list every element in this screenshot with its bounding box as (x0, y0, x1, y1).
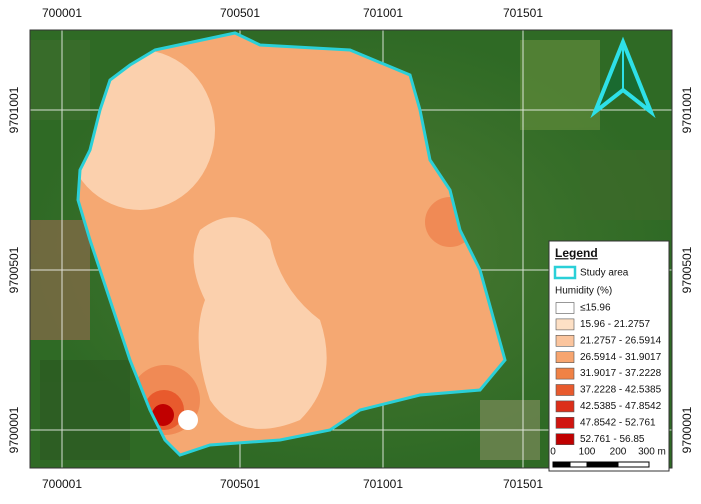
study-area-swatch (553, 265, 577, 280)
map-frame (29, 29, 673, 469)
legend: Legend Study area Humidity (%) ≤15.96 15.… (548, 240, 670, 472)
legend-label: ≤15.96 (580, 303, 611, 314)
scale-label: 300 m (638, 447, 666, 458)
north-arrow (590, 36, 656, 119)
legend-swatch (555, 302, 575, 314)
legend-title: Legend (555, 246, 598, 260)
scale-label: 200 (610, 447, 627, 458)
coord-label: 9700001 (680, 406, 694, 453)
coord-label: 700001 (42, 477, 82, 491)
coord-label: 9700001 (7, 406, 21, 453)
scale-label: 100 (579, 447, 596, 458)
coord-label: 701001 (363, 477, 403, 491)
legend-label: 26.5914 - 31.9017 (580, 352, 662, 363)
legend-swatch (555, 433, 575, 446)
coord-label: 9700501 (7, 246, 21, 293)
coord-label: 700001 (42, 6, 82, 20)
scale-bar (552, 461, 650, 468)
legend-label: Study area (580, 268, 629, 279)
legend-label: 15.96 - 21.2757 (580, 319, 650, 330)
legend-label: 37.2228 - 42.5385 (580, 385, 662, 396)
scale-label: 0 (550, 447, 556, 458)
coord-label: 701001 (363, 6, 403, 20)
legend-swatch (555, 367, 575, 380)
legend-swatch (555, 318, 575, 331)
legend-subtitle: Humidity (%) (555, 286, 612, 297)
coord-label: 701501 (503, 6, 543, 20)
legend-swatch (555, 334, 575, 347)
legend-label: 47.8542 - 52.761 (580, 417, 656, 428)
coord-label: 701501 (503, 477, 543, 491)
coord-label: 700501 (220, 477, 260, 491)
legend-label: 21.2757 - 26.5914 (580, 335, 662, 346)
legend-swatch (555, 400, 575, 413)
legend-label: 52.761 - 56.85 (580, 434, 645, 445)
legend-label: 31.9017 - 37.2228 (580, 368, 662, 379)
legend-swatch (555, 384, 575, 396)
coord-label: 9701001 (7, 86, 21, 133)
legend-swatch (555, 416, 575, 429)
legend-label: 42.5385 - 47.8542 (580, 401, 662, 412)
coord-label: 9700501 (680, 246, 694, 293)
coord-label: 700501 (220, 6, 260, 20)
coord-label: 9701001 (680, 86, 694, 133)
study-area-outline (76, 31, 507, 457)
legend-swatch (555, 351, 575, 364)
